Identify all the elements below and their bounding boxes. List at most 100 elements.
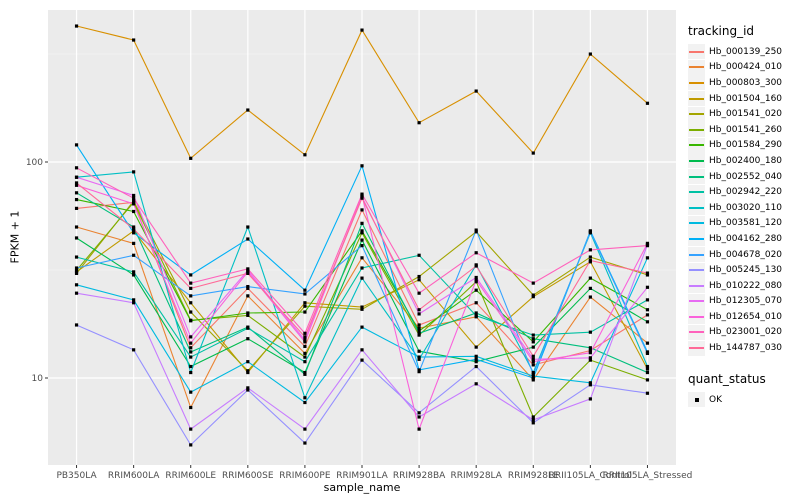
data-point (588, 255, 592, 259)
data-point (588, 258, 592, 263)
legend-color-line (689, 191, 704, 194)
data-point (588, 348, 592, 353)
data-point (531, 151, 535, 155)
legend-color-line (689, 222, 704, 225)
data-point (246, 286, 250, 290)
data-point (360, 229, 364, 233)
data-point (531, 363, 535, 367)
data-point (531, 354, 535, 358)
legend-label: Hb_004162_280 (709, 233, 783, 244)
data-point (588, 295, 592, 299)
data-point (74, 225, 79, 229)
legend-key (688, 231, 705, 247)
legend-key (688, 262, 705, 278)
legend-key (688, 200, 705, 216)
legend-color-line (689, 175, 704, 178)
data-point (531, 418, 535, 422)
data-point (132, 273, 136, 277)
data-point (588, 346, 592, 350)
x-axis-title: sample_name (323, 481, 401, 494)
legend-item: Hb_000139_250 (688, 44, 798, 60)
data-point (189, 370, 193, 375)
legend-label: Hb_023001_020 (709, 327, 783, 338)
data-point (303, 292, 307, 296)
legend-item: Hb_004162_280 (688, 231, 798, 247)
legend-item: Hb_001541_260 (688, 122, 798, 138)
legend-key (688, 309, 705, 325)
legend-label: Hb_002942_220 (709, 187, 783, 198)
x-tick-label: RRIM600LA (108, 471, 160, 481)
data-point (645, 351, 650, 355)
data-point (474, 288, 478, 292)
data-point (531, 333, 535, 337)
data-point (132, 253, 136, 257)
data-point (74, 197, 79, 202)
data-point (303, 351, 307, 355)
x-tick-label: RRII105LA_Control (549, 471, 632, 481)
data-point (531, 376, 535, 380)
legend-item: Hb_002400_180 (688, 153, 798, 169)
data-point (303, 288, 307, 292)
data-point (645, 241, 650, 245)
data-point (588, 330, 592, 334)
data-point (303, 396, 307, 400)
data-point (132, 270, 136, 274)
data-point (189, 390, 193, 394)
data-point (645, 320, 650, 324)
legend-color-line (689, 300, 704, 303)
data-point (246, 326, 250, 330)
data-point (531, 372, 535, 376)
data-point (246, 294, 250, 298)
data-point (246, 311, 250, 315)
data-point (132, 301, 136, 305)
data-point (189, 310, 193, 314)
data-point (189, 281, 193, 285)
data-point (189, 443, 193, 447)
legend-color-line (689, 144, 704, 147)
data-point (303, 355, 307, 359)
data-point (189, 335, 193, 339)
data-point (303, 310, 307, 314)
data-point (531, 345, 535, 349)
data-point (74, 236, 79, 240)
legend-key (688, 75, 705, 91)
data-point (417, 370, 421, 374)
data-point (189, 273, 193, 277)
data-point (531, 337, 535, 341)
data-point (645, 364, 650, 369)
data-point (417, 278, 421, 282)
data-point (189, 156, 193, 160)
data-point (645, 391, 650, 395)
data-point (189, 350, 193, 354)
data-point (74, 166, 79, 170)
data-point (189, 286, 193, 290)
data-point (132, 209, 136, 214)
data-point (303, 338, 307, 342)
legend-item: Hb_012305_070 (688, 293, 798, 310)
data-point (645, 313, 650, 317)
legend-label: Hb_004678_020 (709, 249, 783, 260)
data-point (645, 244, 650, 248)
data-point (417, 349, 421, 353)
data-point (132, 170, 136, 174)
data-point (474, 230, 478, 234)
legend-item: Hb_003581_120 (688, 215, 798, 232)
legend-label: Hb_001504_160 (709, 93, 783, 104)
data-point (74, 266, 79, 270)
legend-label: Hb_000803_300 (709, 77, 783, 88)
data-point (303, 331, 307, 335)
data-point (74, 323, 79, 327)
data-point (474, 382, 478, 386)
legend-label: Hb_002552_040 (709, 171, 783, 182)
data-point (303, 340, 307, 344)
data-point (417, 427, 421, 431)
data-point (645, 367, 650, 371)
legend-item: Hb_002552_040 (688, 169, 798, 185)
data-point (645, 256, 650, 260)
data-point (474, 301, 478, 305)
y-axis-title: FPKM + 1 (8, 210, 22, 264)
data-point (417, 291, 421, 295)
data-point (531, 281, 535, 285)
legend-key (688, 59, 705, 75)
data-point (360, 307, 364, 311)
